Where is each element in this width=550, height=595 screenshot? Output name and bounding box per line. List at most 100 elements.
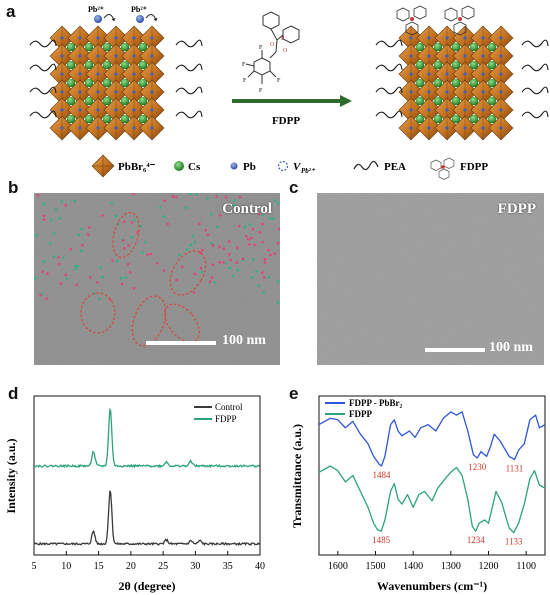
left-pea-chain [29, 86, 57, 95]
treated-pb-site [445, 108, 449, 112]
tem-dot [80, 227, 84, 231]
pristine-cs-atom [120, 42, 130, 52]
treated-pb-site [499, 108, 503, 112]
tem-dot [218, 245, 221, 248]
treated-pb-site [499, 126, 503, 130]
xrd-series [33, 407, 260, 547]
tem-dot [139, 224, 143, 228]
tem-dot [42, 214, 46, 218]
pristine-pb-site [132, 54, 136, 58]
treated-pb-site [427, 126, 431, 130]
treated-pb-site [409, 126, 413, 130]
treated-pb-site [409, 36, 413, 40]
tem-dot [261, 222, 264, 226]
treated-cs-atom [469, 42, 479, 52]
panel-label-d: d [8, 384, 19, 403]
pb-ion-leaving-1 [94, 14, 116, 23]
treated-pb-site [445, 90, 449, 94]
tem-dot [126, 262, 130, 266]
pea-chains-left [29, 39, 203, 119]
svg-text:F: F [243, 78, 247, 84]
pristine-cs-atom [84, 78, 94, 88]
legend-pea-icon [353, 160, 379, 171]
tem-dot [58, 216, 61, 220]
tem-dot [276, 242, 280, 245]
tem-image-fdpp: FDPP 100 nm [317, 193, 544, 365]
ftir-xtick-label: 1200 [479, 561, 499, 572]
tem-dot [75, 283, 78, 287]
tem-dot [248, 243, 251, 246]
tem-dot [277, 227, 280, 231]
tem-dot [111, 259, 114, 262]
tem-dot [73, 199, 77, 203]
xrd-xtick-label: 40 [255, 561, 265, 572]
tem-dot [263, 261, 267, 264]
pristine-pb-site [78, 36, 82, 40]
tem-dot [237, 224, 241, 228]
ftir-line-fdpp-pbbr2 [318, 411, 546, 467]
tem-dot [101, 275, 105, 279]
tem-dot [130, 221, 134, 224]
tem-dot [89, 276, 92, 279]
legend-vacancy-icon [277, 160, 289, 172]
ftir-xtick-label: 1500 [366, 561, 386, 572]
pristine-pb-site [132, 126, 136, 130]
perovskite-lattice-treated [398, 25, 514, 141]
pristine-cs-atom [102, 60, 112, 70]
tem-dot [195, 193, 198, 196]
treated-cs-atom [469, 60, 479, 70]
pristine-pb-site [78, 54, 82, 58]
tem-dot [136, 231, 139, 234]
tem-dot [184, 206, 188, 209]
ftir-xtick-label: 1300 [441, 561, 461, 572]
ftir-plot-frame [318, 395, 546, 556]
tem-dot [41, 270, 44, 274]
arrow-label: FDPP [272, 115, 300, 127]
treated-cs-atom [433, 96, 443, 106]
xrd-ylabel: Intensity (a.u.) [4, 438, 18, 513]
treated-cs-atom [469, 96, 479, 106]
tem-dot [43, 202, 46, 206]
treated-pb-site [463, 72, 467, 76]
pristine-cs-atom [138, 42, 148, 52]
tem-dot [171, 195, 175, 198]
tem-dot [249, 223, 252, 226]
legend-pb-label: Pb [243, 161, 256, 173]
treated-pb-site [481, 36, 485, 40]
tem-dot [253, 243, 256, 247]
pristine-pb-site [96, 54, 100, 58]
pristine-cs-atom [84, 42, 94, 52]
pristine-cs-atom [120, 78, 130, 88]
tem-texture-fdpp [317, 193, 544, 365]
ftir-xtick-label: 1600 [328, 561, 348, 572]
xrd-xtick-label: 35 [223, 561, 233, 572]
treated-pb-site [463, 36, 467, 40]
tem-dot [235, 261, 238, 264]
tem-dot [222, 261, 225, 265]
pristine-pb-site [96, 72, 100, 76]
tem-dot [69, 247, 72, 251]
xrd-xtick-label: 30 [190, 561, 200, 572]
tem-dot [222, 247, 226, 250]
ftir-peak-label: 1230 [468, 462, 487, 472]
scale-label-control: 100 nm [222, 333, 266, 348]
xrd-xtick-label: 5 [32, 561, 37, 572]
tem-dot [247, 238, 250, 241]
left-pea-chain [29, 63, 57, 72]
tem-dot [159, 206, 162, 209]
tem-texture-control [34, 193, 280, 365]
tem-dot [181, 265, 184, 269]
tem-dot [250, 236, 253, 240]
treated-pb-site [481, 72, 485, 76]
legend-pb-icon [230, 162, 238, 170]
legend-label-control: Control [215, 402, 243, 412]
tem-dot [74, 264, 78, 268]
tem-dot [268, 217, 271, 220]
pristine-pb-site [96, 36, 100, 40]
xrd-xtick-label: 10 [61, 561, 71, 572]
schematic-panel: Pb²⁺ Pb²⁺ P O O F F F F F FDPP [29, 5, 549, 180]
ftir-peak-label: 1133 [505, 537, 523, 547]
tem-dot [198, 222, 201, 226]
ftir-peak-label: 1234 [467, 535, 486, 545]
